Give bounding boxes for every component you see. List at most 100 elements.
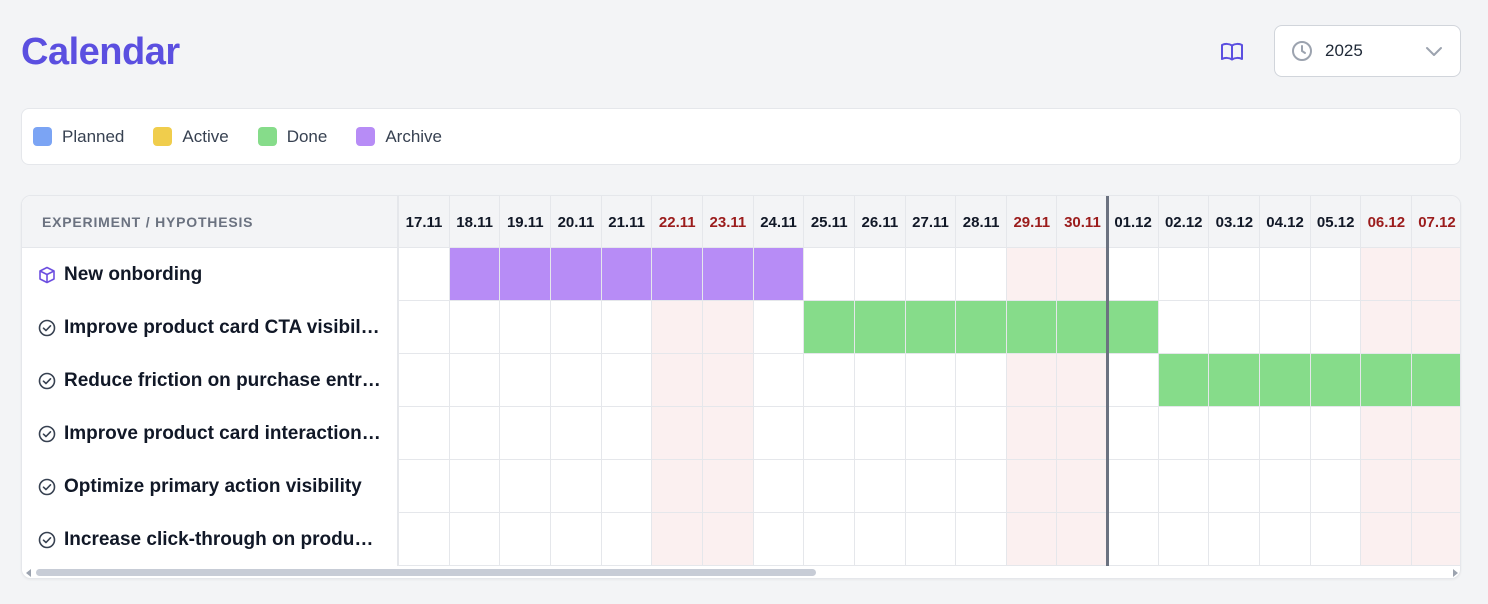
timeline-bar-segment[interactable] xyxy=(955,301,1007,354)
timeline-bar-segment[interactable] xyxy=(701,248,753,301)
day-cell[interactable] xyxy=(1005,248,1057,301)
day-cell[interactable] xyxy=(904,248,956,301)
day-cell[interactable] xyxy=(499,301,551,354)
day-cell[interactable] xyxy=(600,354,652,407)
day-cell[interactable] xyxy=(904,407,956,460)
day-cell[interactable] xyxy=(955,407,1007,460)
day-cell[interactable] xyxy=(752,301,804,354)
timeline-bar-segment[interactable] xyxy=(853,301,905,354)
day-cell[interactable] xyxy=(1411,248,1460,301)
day-cell[interactable] xyxy=(1107,354,1159,407)
day-cell[interactable] xyxy=(1157,248,1209,301)
day-cell[interactable] xyxy=(1157,460,1209,513)
day-cell[interactable] xyxy=(803,407,855,460)
day-cell[interactable] xyxy=(803,513,855,566)
day-cell[interactable] xyxy=(499,354,551,407)
day-cell[interactable] xyxy=(1107,513,1159,566)
day-cell[interactable] xyxy=(1309,301,1361,354)
timeline-bar-segment[interactable] xyxy=(1056,301,1108,354)
day-cell[interactable] xyxy=(1411,513,1460,566)
timeline-bar-segment[interactable] xyxy=(600,248,652,301)
day-cell[interactable] xyxy=(701,354,753,407)
timeline-bar-segment[interactable] xyxy=(1411,354,1460,407)
day-cell[interactable] xyxy=(549,460,601,513)
day-cell[interactable] xyxy=(853,248,905,301)
experiment-row[interactable]: Improve product card interaction… xyxy=(22,407,397,460)
day-cell[interactable] xyxy=(701,513,753,566)
day-cell[interactable] xyxy=(1360,513,1412,566)
day-cell[interactable] xyxy=(651,460,703,513)
timeline-bar-segment[interactable] xyxy=(1157,354,1209,407)
day-cell[interactable] xyxy=(803,354,855,407)
day-cell[interactable] xyxy=(1259,513,1311,566)
day-cell[interactable] xyxy=(1005,513,1057,566)
day-cell[interactable] xyxy=(752,513,804,566)
timeline-bar-segment[interactable] xyxy=(904,301,956,354)
day-cell[interactable] xyxy=(1259,460,1311,513)
day-cell[interactable] xyxy=(1157,407,1209,460)
day-cell[interactable] xyxy=(1005,354,1057,407)
timeline-bar-segment[interactable] xyxy=(651,248,703,301)
day-cell[interactable] xyxy=(1411,407,1460,460)
day-cell[interactable] xyxy=(803,460,855,513)
day-cell[interactable] xyxy=(651,407,703,460)
day-cell[interactable] xyxy=(499,407,551,460)
experiment-row[interactable]: Optimize primary action visibility xyxy=(22,460,397,513)
day-cell[interactable] xyxy=(752,354,804,407)
day-cell[interactable] xyxy=(1005,407,1057,460)
year-select[interactable]: 2025 xyxy=(1274,25,1461,77)
day-cell[interactable] xyxy=(1259,248,1311,301)
timeline-bar-segment[interactable] xyxy=(1107,301,1159,354)
day-cell[interactable] xyxy=(1208,248,1260,301)
scroll-right-icon[interactable] xyxy=(1453,569,1458,577)
scroll-thumb[interactable] xyxy=(36,569,816,576)
day-cell[interactable] xyxy=(1309,407,1361,460)
day-cell[interactable] xyxy=(1157,513,1209,566)
day-cell[interactable] xyxy=(1056,513,1108,566)
experiment-row[interactable]: Reduce friction on purchase entr… xyxy=(22,354,397,407)
day-cell[interactable] xyxy=(1208,513,1260,566)
day-cell[interactable] xyxy=(1259,301,1311,354)
day-cell[interactable] xyxy=(955,513,1007,566)
day-cell[interactable] xyxy=(1309,513,1361,566)
horizontal-scrollbar[interactable] xyxy=(22,566,1460,578)
day-cell[interactable] xyxy=(448,301,500,354)
day-cell[interactable] xyxy=(651,513,703,566)
day-cell[interactable] xyxy=(955,460,1007,513)
day-cell[interactable] xyxy=(1208,460,1260,513)
day-cell[interactable] xyxy=(752,460,804,513)
timeline-bar-segment[interactable] xyxy=(1309,354,1361,407)
day-cell[interactable] xyxy=(398,354,449,407)
day-cell[interactable] xyxy=(1208,301,1260,354)
day-cell[interactable] xyxy=(1056,407,1108,460)
day-cell[interactable] xyxy=(752,407,804,460)
day-cell[interactable] xyxy=(904,460,956,513)
timeline-bar-segment[interactable] xyxy=(752,248,804,301)
day-cell[interactable] xyxy=(701,301,753,354)
day-cell[interactable] xyxy=(600,301,652,354)
day-cell[interactable] xyxy=(701,407,753,460)
day-cell[interactable] xyxy=(1411,301,1460,354)
day-cell[interactable] xyxy=(1259,407,1311,460)
day-cell[interactable] xyxy=(1309,248,1361,301)
day-cell[interactable] xyxy=(398,301,449,354)
scroll-left-icon[interactable] xyxy=(26,569,31,577)
day-cell[interactable] xyxy=(853,460,905,513)
day-cell[interactable] xyxy=(549,301,601,354)
day-cell[interactable] xyxy=(448,407,500,460)
timeline-bar-segment[interactable] xyxy=(1005,301,1057,354)
day-cell[interactable] xyxy=(600,513,652,566)
day-cell[interactable] xyxy=(1056,354,1108,407)
experiment-row[interactable]: Increase click-through on produc… xyxy=(22,513,397,566)
day-cell[interactable] xyxy=(549,354,601,407)
day-cell[interactable] xyxy=(600,460,652,513)
day-cell[interactable] xyxy=(1107,407,1159,460)
day-cell[interactable] xyxy=(398,248,449,301)
day-cell[interactable] xyxy=(1309,460,1361,513)
day-cell[interactable] xyxy=(448,460,500,513)
day-cell[interactable] xyxy=(549,513,601,566)
day-cell[interactable] xyxy=(549,407,601,460)
day-cell[interactable] xyxy=(448,354,500,407)
timeline-bar-segment[interactable] xyxy=(1259,354,1311,407)
day-cell[interactable] xyxy=(853,407,905,460)
